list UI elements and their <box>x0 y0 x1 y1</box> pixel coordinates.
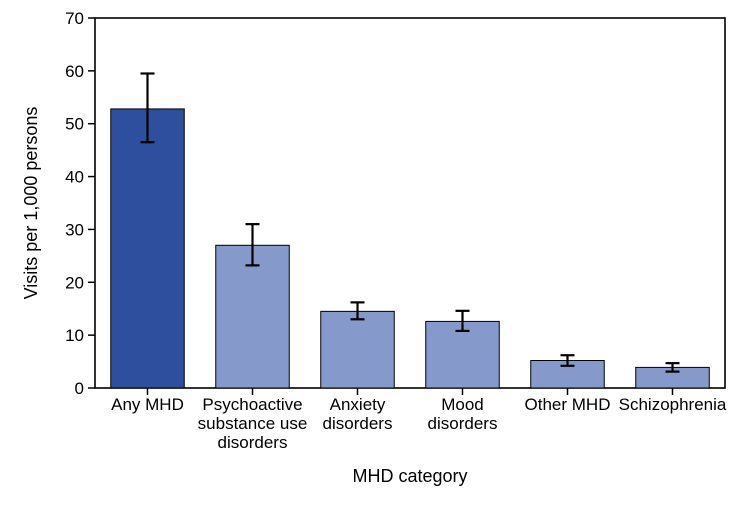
y-tick-label: 70 <box>65 9 84 28</box>
y-tick-label: 50 <box>65 115 84 134</box>
x-category-label: Mood <box>441 395 484 414</box>
x-axis-title: MHD category <box>352 466 467 486</box>
y-tick-label: 10 <box>65 326 84 345</box>
x-category-label: substance use <box>198 414 308 433</box>
bar <box>111 109 185 388</box>
y-tick-label: 0 <box>75 379 84 398</box>
y-tick-label: 40 <box>65 168 84 187</box>
x-category-label: Other MHD <box>525 395 611 414</box>
x-category-label: Schizophrenia <box>619 395 727 414</box>
y-axis-title: Visits per 1,000 persons <box>21 107 41 300</box>
y-tick-label: 60 <box>65 62 84 81</box>
x-category-label: disorders <box>323 414 393 433</box>
y-tick-label: 30 <box>65 220 84 239</box>
x-category-label: disorders <box>428 414 498 433</box>
bar <box>216 245 290 388</box>
y-tick-label: 20 <box>65 273 84 292</box>
bar-chart-svg: 0 10 20 30 40 50 60 70 Visits per 1,000 persons A… <box>0 0 750 509</box>
bar <box>321 311 395 388</box>
x-category-label: Any MHD <box>111 395 184 414</box>
x-category-label: disorders <box>218 433 288 452</box>
x-category-label: Anxiety <box>330 395 386 414</box>
x-category-label: Psychoactive <box>202 395 302 414</box>
chart-container: 0 10 20 30 40 50 60 70 Visits per 1,000 persons A… <box>0 0 750 509</box>
